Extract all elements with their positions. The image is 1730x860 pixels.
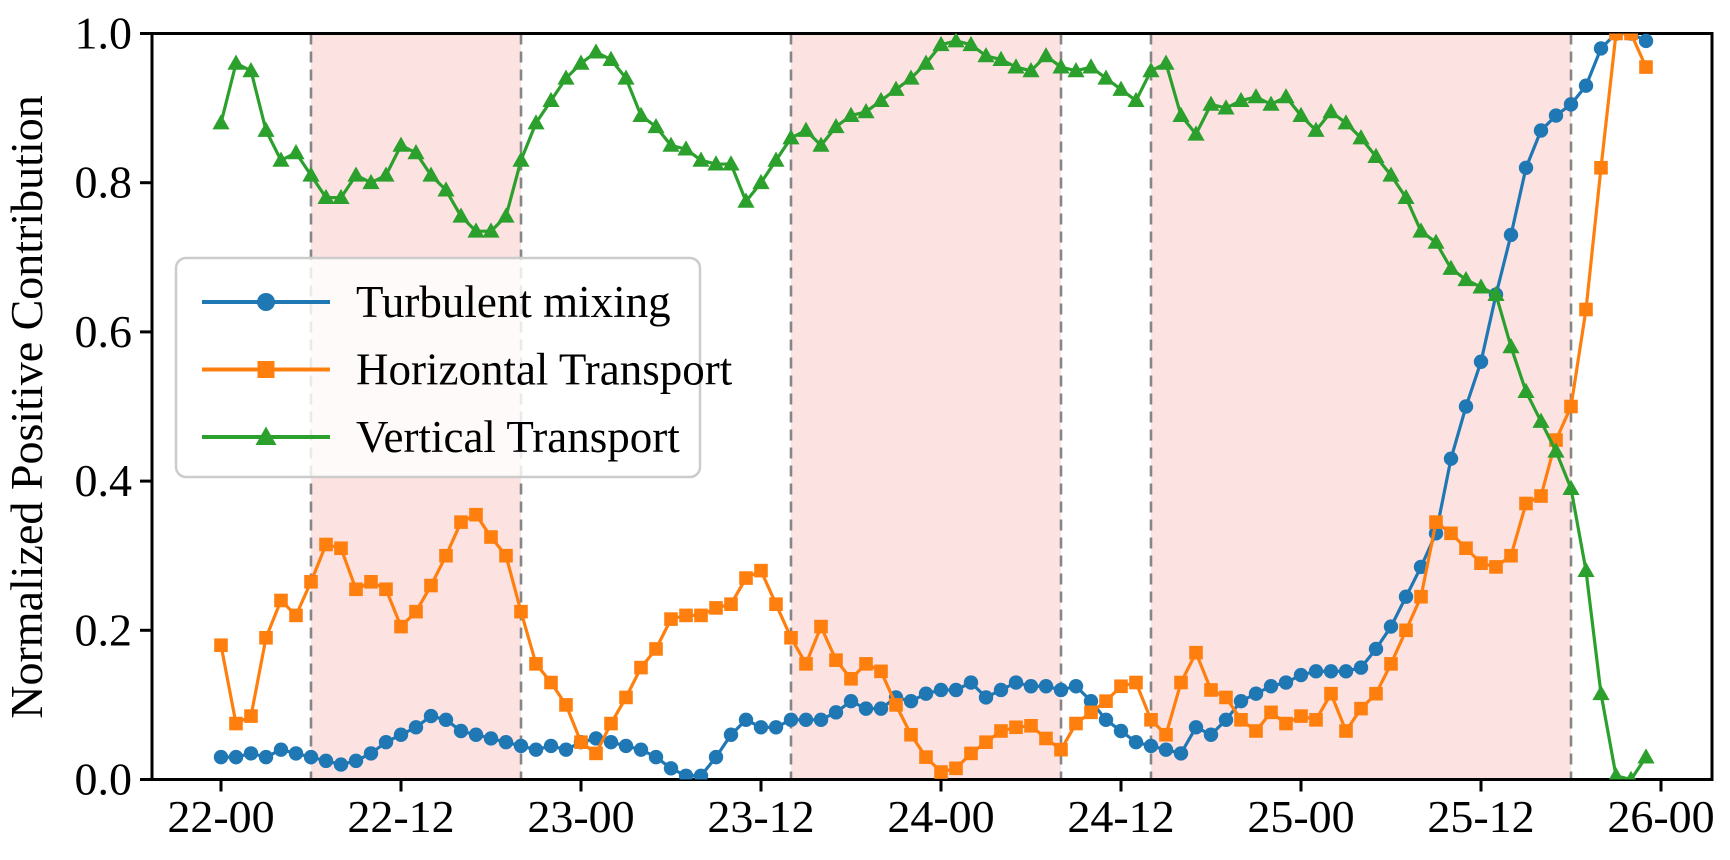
legend-square-marker-icon	[257, 361, 275, 378]
legend-circle-marker-icon	[257, 293, 275, 311]
series-horizontal-transport	[214, 33, 1653, 779]
y-tick-label: 0.2	[75, 604, 133, 655]
legend-box	[174, 256, 702, 479]
plot-frame	[150, 32, 1714, 781]
x-tick-label: 25-12	[1427, 791, 1534, 842]
x-tick-label: 22-00	[167, 791, 274, 842]
legend-label: Vertical Transport	[356, 412, 680, 462]
x-tick-label: 24-12	[1067, 791, 1174, 842]
x-tick-label: 23-00	[527, 791, 634, 842]
y-tick-label: 1.0	[75, 8, 133, 59]
y-axis: 0.0 0.2 0.4 0.6 0.8 1.0	[75, 8, 152, 805]
series-vertical-transport	[212, 33, 1655, 780]
x-tick-label: 26-00	[1607, 791, 1714, 842]
shaded-region	[791, 33, 1061, 780]
series-turbulent-mixing	[213, 33, 1654, 780]
y-axis-title: Normalized Positive Contribution	[1, 95, 52, 719]
legend-label: Turbulent mixing	[356, 277, 671, 327]
y-tick-label: 0.6	[75, 306, 133, 357]
shaded-region	[1151, 33, 1571, 780]
x-tick-label: 24-00	[887, 791, 994, 842]
y-tick-label: 0.0	[75, 754, 133, 805]
x-tick-label: 23-12	[707, 791, 814, 842]
legend-label: Horizontal Transport	[356, 345, 733, 395]
y-tick-label: 0.4	[75, 455, 133, 506]
y-tick-label: 0.8	[75, 157, 133, 208]
x-tick-label: 22-12	[347, 791, 454, 842]
x-tick-label: 25-00	[1247, 791, 1354, 842]
legend-triangle-marker-icon	[255, 426, 277, 445]
x-axis: 22-00 22-12 23-00 23-12 24-00 24-12 25-00 25-12…	[167, 779, 1715, 842]
legend: Turbulent mixing Horizontal Transport Vert…	[174, 256, 733, 479]
